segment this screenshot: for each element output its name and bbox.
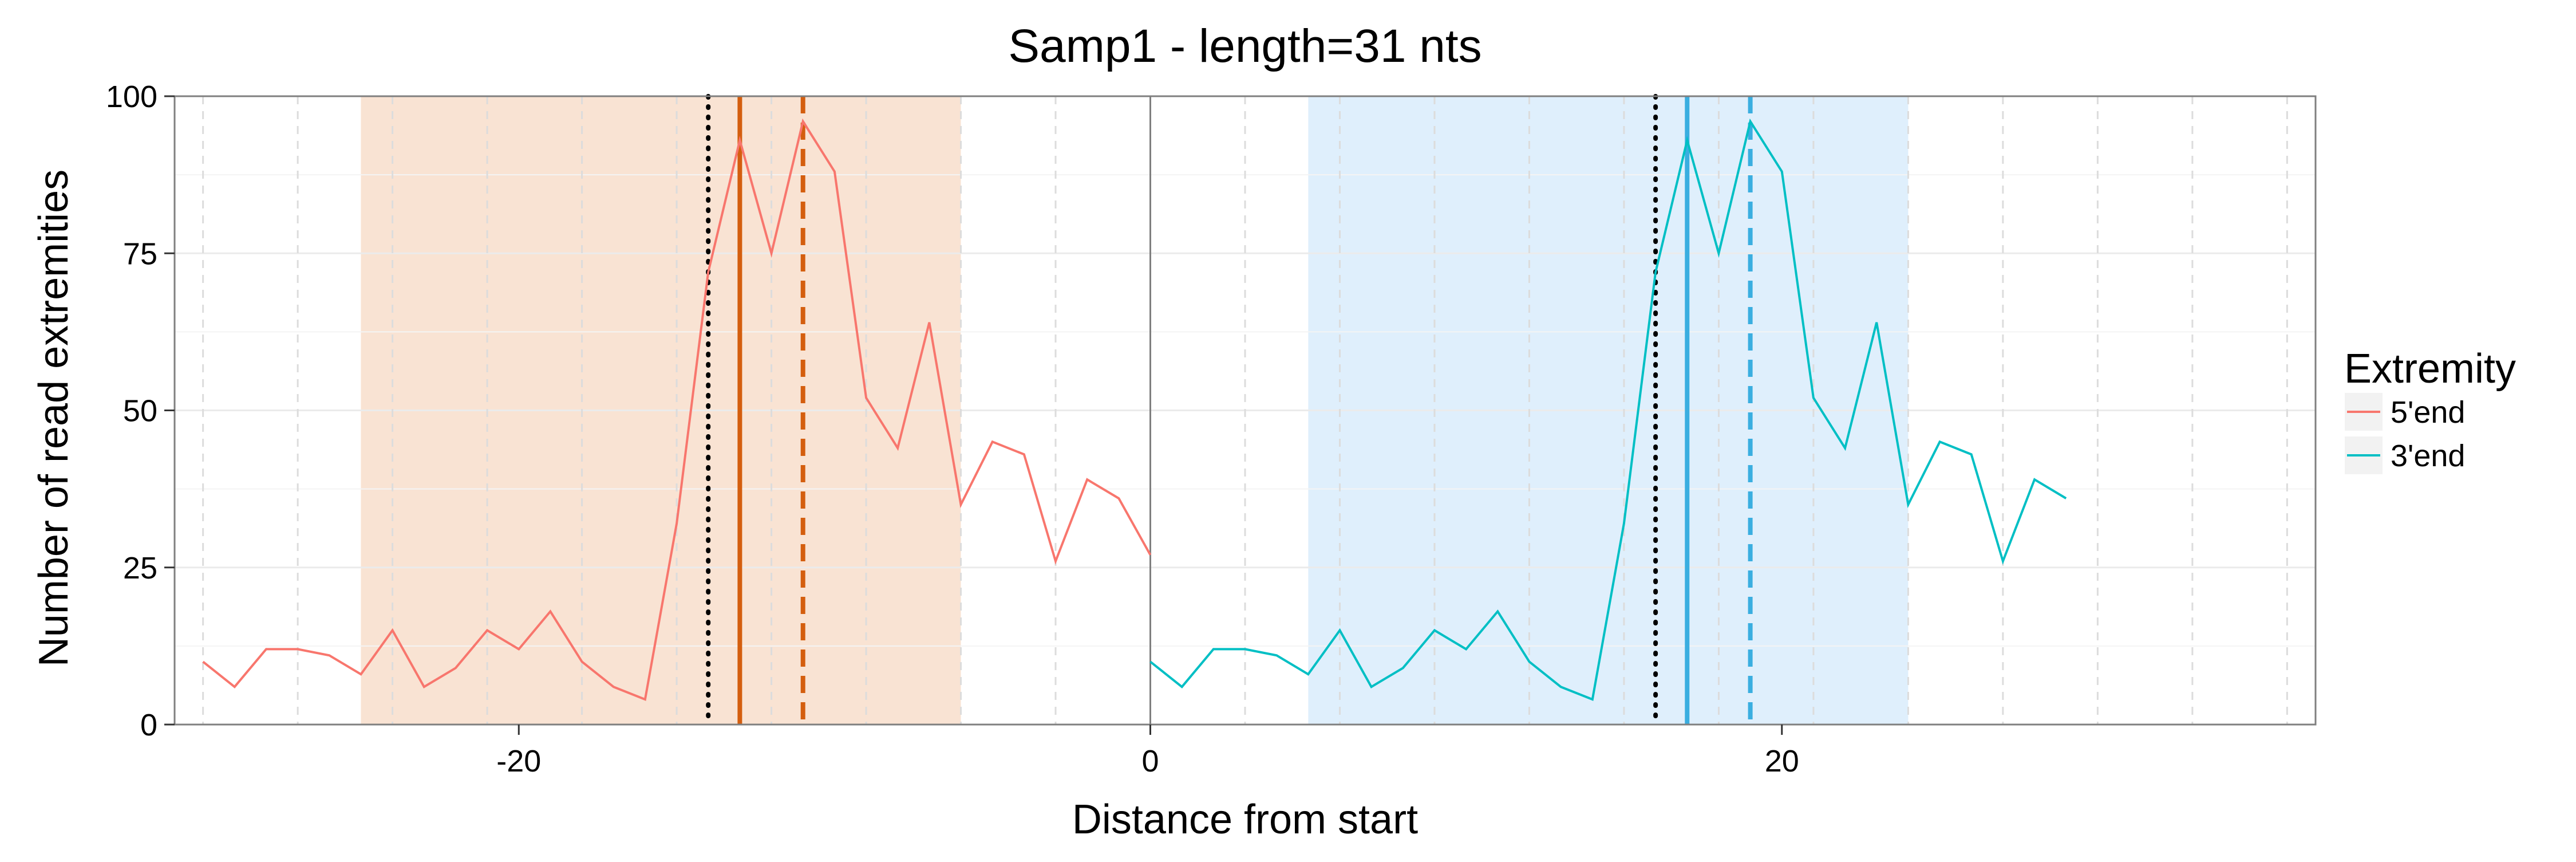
series-line-2 bbox=[1149, 118, 2067, 701]
y-tick-label: 50 bbox=[123, 394, 157, 428]
y-tick-label: 100 bbox=[106, 80, 157, 114]
plot-area: 0 25 50 75 100 -20 0 20 bbox=[106, 80, 2317, 778]
x-tick-label: -20 bbox=[496, 744, 541, 778]
legend: Extremity 5'end 3'end bbox=[2344, 346, 2516, 475]
y-tick-label: 75 bbox=[123, 237, 157, 271]
legend-label-2: 3'end bbox=[2391, 439, 2465, 473]
series-line-1 bbox=[202, 118, 1152, 701]
legend-title: Extremity bbox=[2344, 346, 2516, 392]
legend-label-1: 5'end bbox=[2391, 395, 2465, 430]
x-tick-label: 0 bbox=[1141, 744, 1159, 778]
chart-title: Samp1 - length=31 nts bbox=[1008, 20, 1481, 72]
x-axis-title: Distance from start bbox=[1072, 797, 1418, 843]
y-tick-label: 0 bbox=[140, 708, 157, 742]
y-tick-label: 25 bbox=[123, 551, 157, 585]
y-axis-title: Number of read extremities bbox=[31, 170, 77, 667]
x-tick-label: 20 bbox=[1765, 744, 1799, 778]
